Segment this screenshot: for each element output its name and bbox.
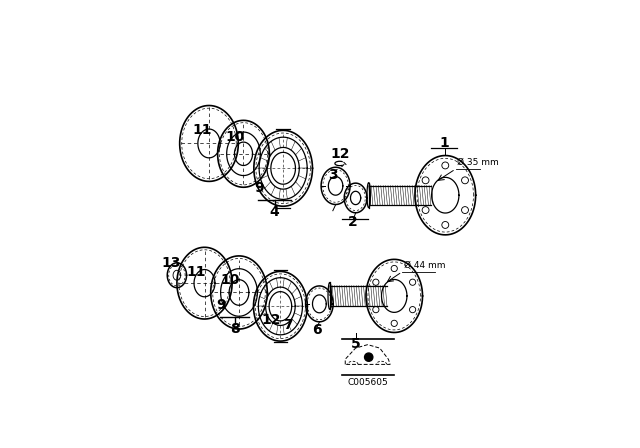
Text: 10: 10 [225, 130, 244, 144]
Circle shape [365, 353, 373, 361]
Text: 13: 13 [161, 256, 180, 270]
Text: 11: 11 [193, 123, 212, 137]
Text: Ø 35 mm: Ø 35 mm [458, 158, 499, 167]
Text: 12: 12 [330, 147, 349, 161]
Text: 9: 9 [216, 298, 226, 312]
Text: 6: 6 [312, 323, 322, 337]
Text: 3: 3 [328, 168, 338, 182]
Text: 9: 9 [254, 181, 264, 194]
Text: 7: 7 [284, 318, 293, 332]
Text: 5: 5 [351, 337, 360, 351]
Text: 2: 2 [348, 215, 358, 229]
Text: 1: 1 [440, 136, 449, 150]
Text: 4: 4 [269, 206, 280, 220]
Text: 12: 12 [261, 313, 281, 327]
Text: 10: 10 [220, 273, 239, 287]
Text: 11: 11 [186, 265, 206, 279]
Text: C005605: C005605 [348, 378, 388, 387]
Text: 8: 8 [230, 322, 240, 336]
Text: Ø 44 mm: Ø 44 mm [404, 261, 445, 270]
